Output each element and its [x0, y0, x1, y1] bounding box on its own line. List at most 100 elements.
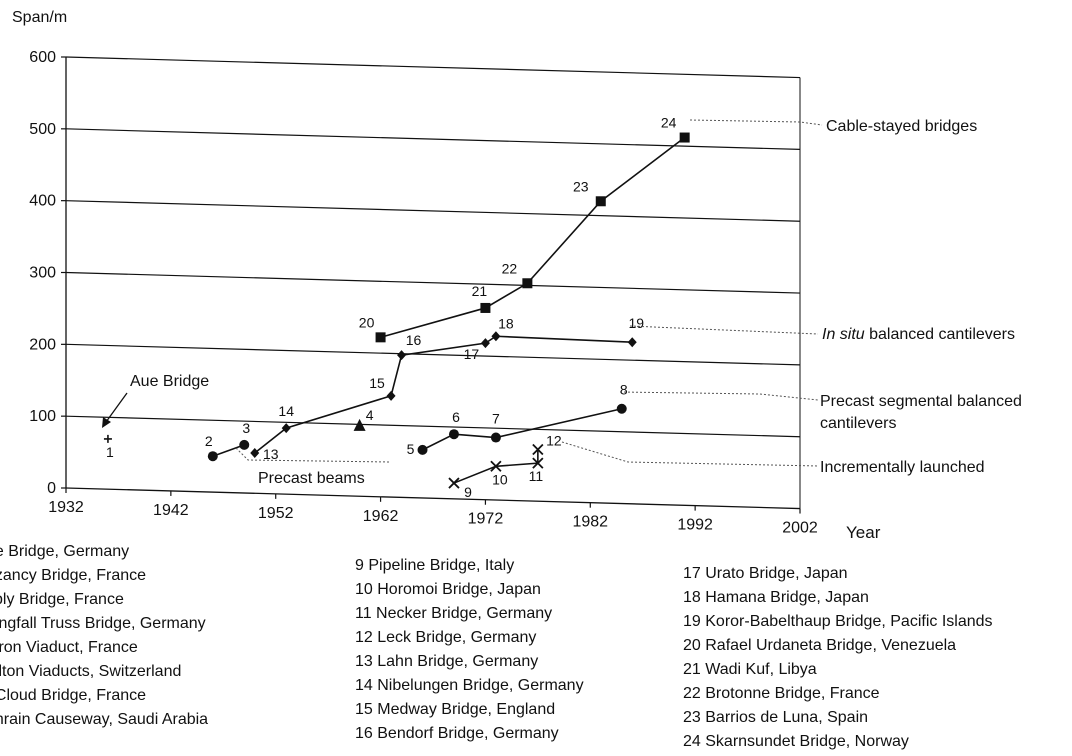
y-tick-label-600: 600	[29, 49, 56, 66]
point-14-marker	[281, 423, 291, 434]
series-line-4	[453, 449, 539, 484]
point-14-label: 14	[278, 403, 294, 419]
point-8-marker-shape	[616, 403, 627, 414]
annotation-precast-beams: Precast beams	[258, 470, 365, 487]
x-tick-label-2002: 2002	[782, 520, 818, 537]
point-7-label: 7	[492, 411, 500, 427]
point-6-marker-shape	[448, 429, 459, 440]
point-6-marker	[448, 429, 459, 440]
point-18-marker-shape	[491, 331, 501, 342]
x-tick-label-1962: 1962	[363, 508, 399, 525]
annotation-layer: Cable-stayed bridges In situ balanced ca…	[102, 118, 1022, 487]
point-10-marker-shape	[490, 460, 502, 472]
point-2-label: 2	[205, 433, 213, 449]
point-11-label: 11	[529, 468, 544, 484]
y-tick-label-100: 100	[29, 408, 56, 425]
point-6-label: 6	[452, 409, 460, 425]
series-line-1	[254, 335, 633, 454]
point-22-label: 22	[502, 260, 518, 276]
aue-arrow-head	[102, 417, 111, 428]
point-19-marker	[627, 337, 637, 348]
gridline-y-100	[65, 415, 801, 438]
annotation-in-situ-rest: balanced cantilevers	[865, 326, 1015, 343]
legend-entry: 11 Necker Bridge, Germany	[355, 605, 553, 622]
point-11-marker-shape	[532, 457, 544, 469]
point-15-marker-shape	[386, 390, 396, 401]
point-12-marker-shape	[532, 443, 544, 456]
point-13-marker	[250, 448, 260, 459]
legend-entry: 12 Leck Bridge, Germany	[355, 629, 537, 646]
legend-entry: t Cloud Bridge, France	[0, 687, 147, 704]
point-16-marker	[397, 350, 407, 361]
gridline-y-200	[65, 343, 801, 366]
point-21-label: 21	[472, 283, 488, 299]
legend-column-3: 17 Urato Bridge, Japan 18 Hamana Bridge, …	[683, 562, 993, 754]
leader-precast-segmental	[619, 391, 819, 401]
point-8-label: 8	[620, 382, 628, 398]
annotation-in-situ-italic: In situ	[822, 326, 865, 343]
y-tick-label-200: 200	[29, 336, 56, 353]
gridline-y-500	[65, 128, 801, 150]
legend-entry: 20 Rafael Urdaneta Bridge, Venezuela	[683, 637, 957, 654]
point-3-marker	[239, 439, 250, 450]
point-18-marker	[491, 331, 501, 342]
point-4-marker-shape	[353, 418, 366, 431]
point-1-marker	[103, 434, 112, 443]
annotation-aue-bridge: Aue Bridge	[130, 373, 209, 390]
legend-entry: 16 Bendorf Bridge, Germany	[355, 725, 559, 742]
legend-entry: ue Bridge, Germany	[0, 543, 130, 560]
x-tick-label-1942: 1942	[153, 502, 189, 519]
legend-entry: sbly Bridge, France	[0, 591, 124, 608]
point-4-label: 4	[366, 407, 374, 423]
point-23-marker-shape	[595, 196, 606, 207]
annotation-in-situ: In situ balanced cantilevers	[822, 326, 1015, 343]
point-19-marker-shape	[627, 337, 637, 348]
legend-entry: 17 Urato Bridge, Japan	[683, 565, 848, 582]
legend-entry: 23 Barrios de Luna, Spain	[683, 709, 869, 726]
legend-entry: hilton Viaducts, Switzerland	[0, 663, 182, 680]
point-10-marker	[490, 460, 502, 472]
x-axis-line	[65, 487, 801, 510]
point-2-marker	[207, 451, 218, 462]
legend-entry: 22 Brotonne Bridge, France	[683, 685, 880, 702]
y-axis-label: Span/m	[12, 9, 67, 26]
y-tick-label-0: 0	[47, 480, 56, 497]
point-9-marker-shape	[448, 477, 460, 489]
point-23-marker	[595, 196, 606, 207]
legend-entry: leron Viaduct, France	[0, 639, 138, 656]
point-5-marker-shape	[417, 444, 428, 455]
annotation-precast-segmental-2: cantilevers	[820, 415, 896, 432]
point-10-label: 10	[492, 471, 508, 487]
point-8-marker	[616, 403, 627, 414]
point-1-label: 1	[106, 444, 114, 460]
x-tick-label-1932: 1932	[48, 499, 84, 516]
legend-entry: 9 Pipeline Bridge, Italy	[355, 557, 515, 574]
point-24-marker	[679, 132, 690, 143]
point-4-marker	[353, 418, 366, 431]
point-9-marker	[448, 477, 460, 489]
grid-layer	[65, 56, 801, 438]
x-tick-label-1982: 1982	[572, 514, 608, 531]
annotation-precast-segmental-1: Precast segmental balanced	[820, 393, 1022, 410]
y-tick-label-500: 500	[29, 121, 56, 138]
legend-entry: 19 Koror-Babelthaup Bridge, Pacific Isla…	[683, 613, 993, 630]
point-21-marker-shape	[480, 302, 491, 313]
legend-entry: 21 Wadi Kuf, Libya	[683, 661, 817, 678]
point-15-label: 15	[369, 375, 385, 391]
x-axis-label: Year	[846, 523, 881, 540]
legend-column-2: 9 Pipeline Bridge, Italy 10 Horomoi Bridg…	[355, 554, 584, 746]
point-17-marker-shape	[480, 338, 490, 349]
point-20-label: 20	[359, 314, 375, 330]
point-5-marker	[417, 444, 428, 455]
point-24-label: 24	[661, 115, 677, 131]
gridline-y-300	[65, 271, 801, 294]
point-17-marker	[480, 338, 490, 349]
point-15-marker	[386, 390, 396, 401]
series-line-0	[380, 136, 686, 339]
gridline-y-600	[65, 56, 801, 79]
point-14-marker-shape	[281, 423, 291, 434]
x-tick-label-1992: 1992	[677, 517, 713, 534]
